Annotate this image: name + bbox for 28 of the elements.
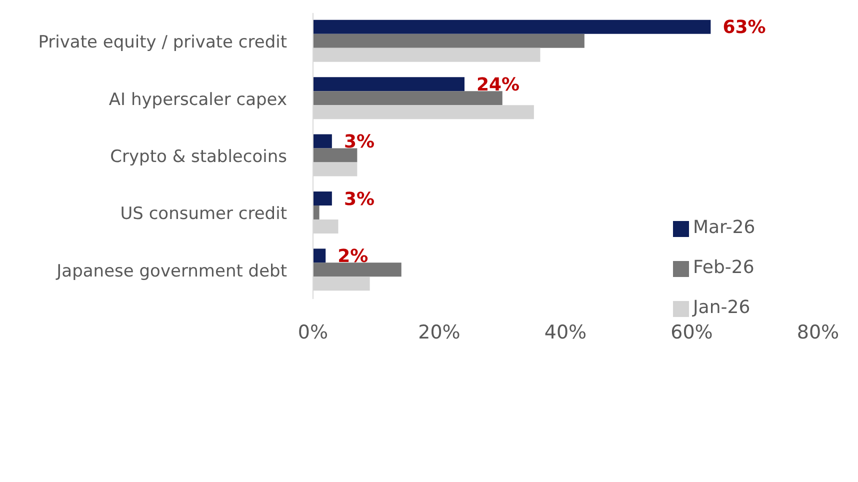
data-label: 63% bbox=[722, 17, 766, 38]
bar bbox=[313, 248, 326, 263]
x-tick-label: 40% bbox=[544, 321, 587, 344]
data-label: 2% bbox=[338, 246, 368, 267]
x-tick-label: 20% bbox=[418, 321, 460, 344]
data-label: 3% bbox=[344, 132, 374, 153]
x-tick-label: 0% bbox=[298, 321, 328, 344]
data-label: 3% bbox=[344, 188, 374, 210]
bar bbox=[313, 134, 332, 148]
y-tick-label: US consumer credit bbox=[120, 204, 288, 224]
x-tick-label: 60% bbox=[670, 321, 713, 344]
bar bbox=[313, 77, 464, 92]
data-label: 24% bbox=[476, 74, 520, 96]
bar bbox=[313, 148, 358, 162]
bar bbox=[313, 34, 584, 48]
bar bbox=[313, 191, 332, 206]
bar bbox=[313, 20, 711, 34]
y-tick-label: Japanese government debt bbox=[56, 261, 288, 282]
legend-label: Jan-26 bbox=[693, 297, 750, 318]
y-tick-label: AI hyperscaler capex bbox=[108, 90, 287, 110]
x-tick-label: 80% bbox=[796, 321, 840, 344]
y-tick-label: Crypto & stablecoins bbox=[110, 147, 288, 168]
y-tick-label: Private equity / private credit bbox=[38, 32, 288, 53]
legend-label: Mar-26 bbox=[693, 217, 756, 238]
legend-label: Feb-26 bbox=[693, 257, 754, 278]
bar bbox=[313, 262, 402, 277]
bar bbox=[313, 91, 502, 106]
bar bbox=[313, 205, 320, 220]
